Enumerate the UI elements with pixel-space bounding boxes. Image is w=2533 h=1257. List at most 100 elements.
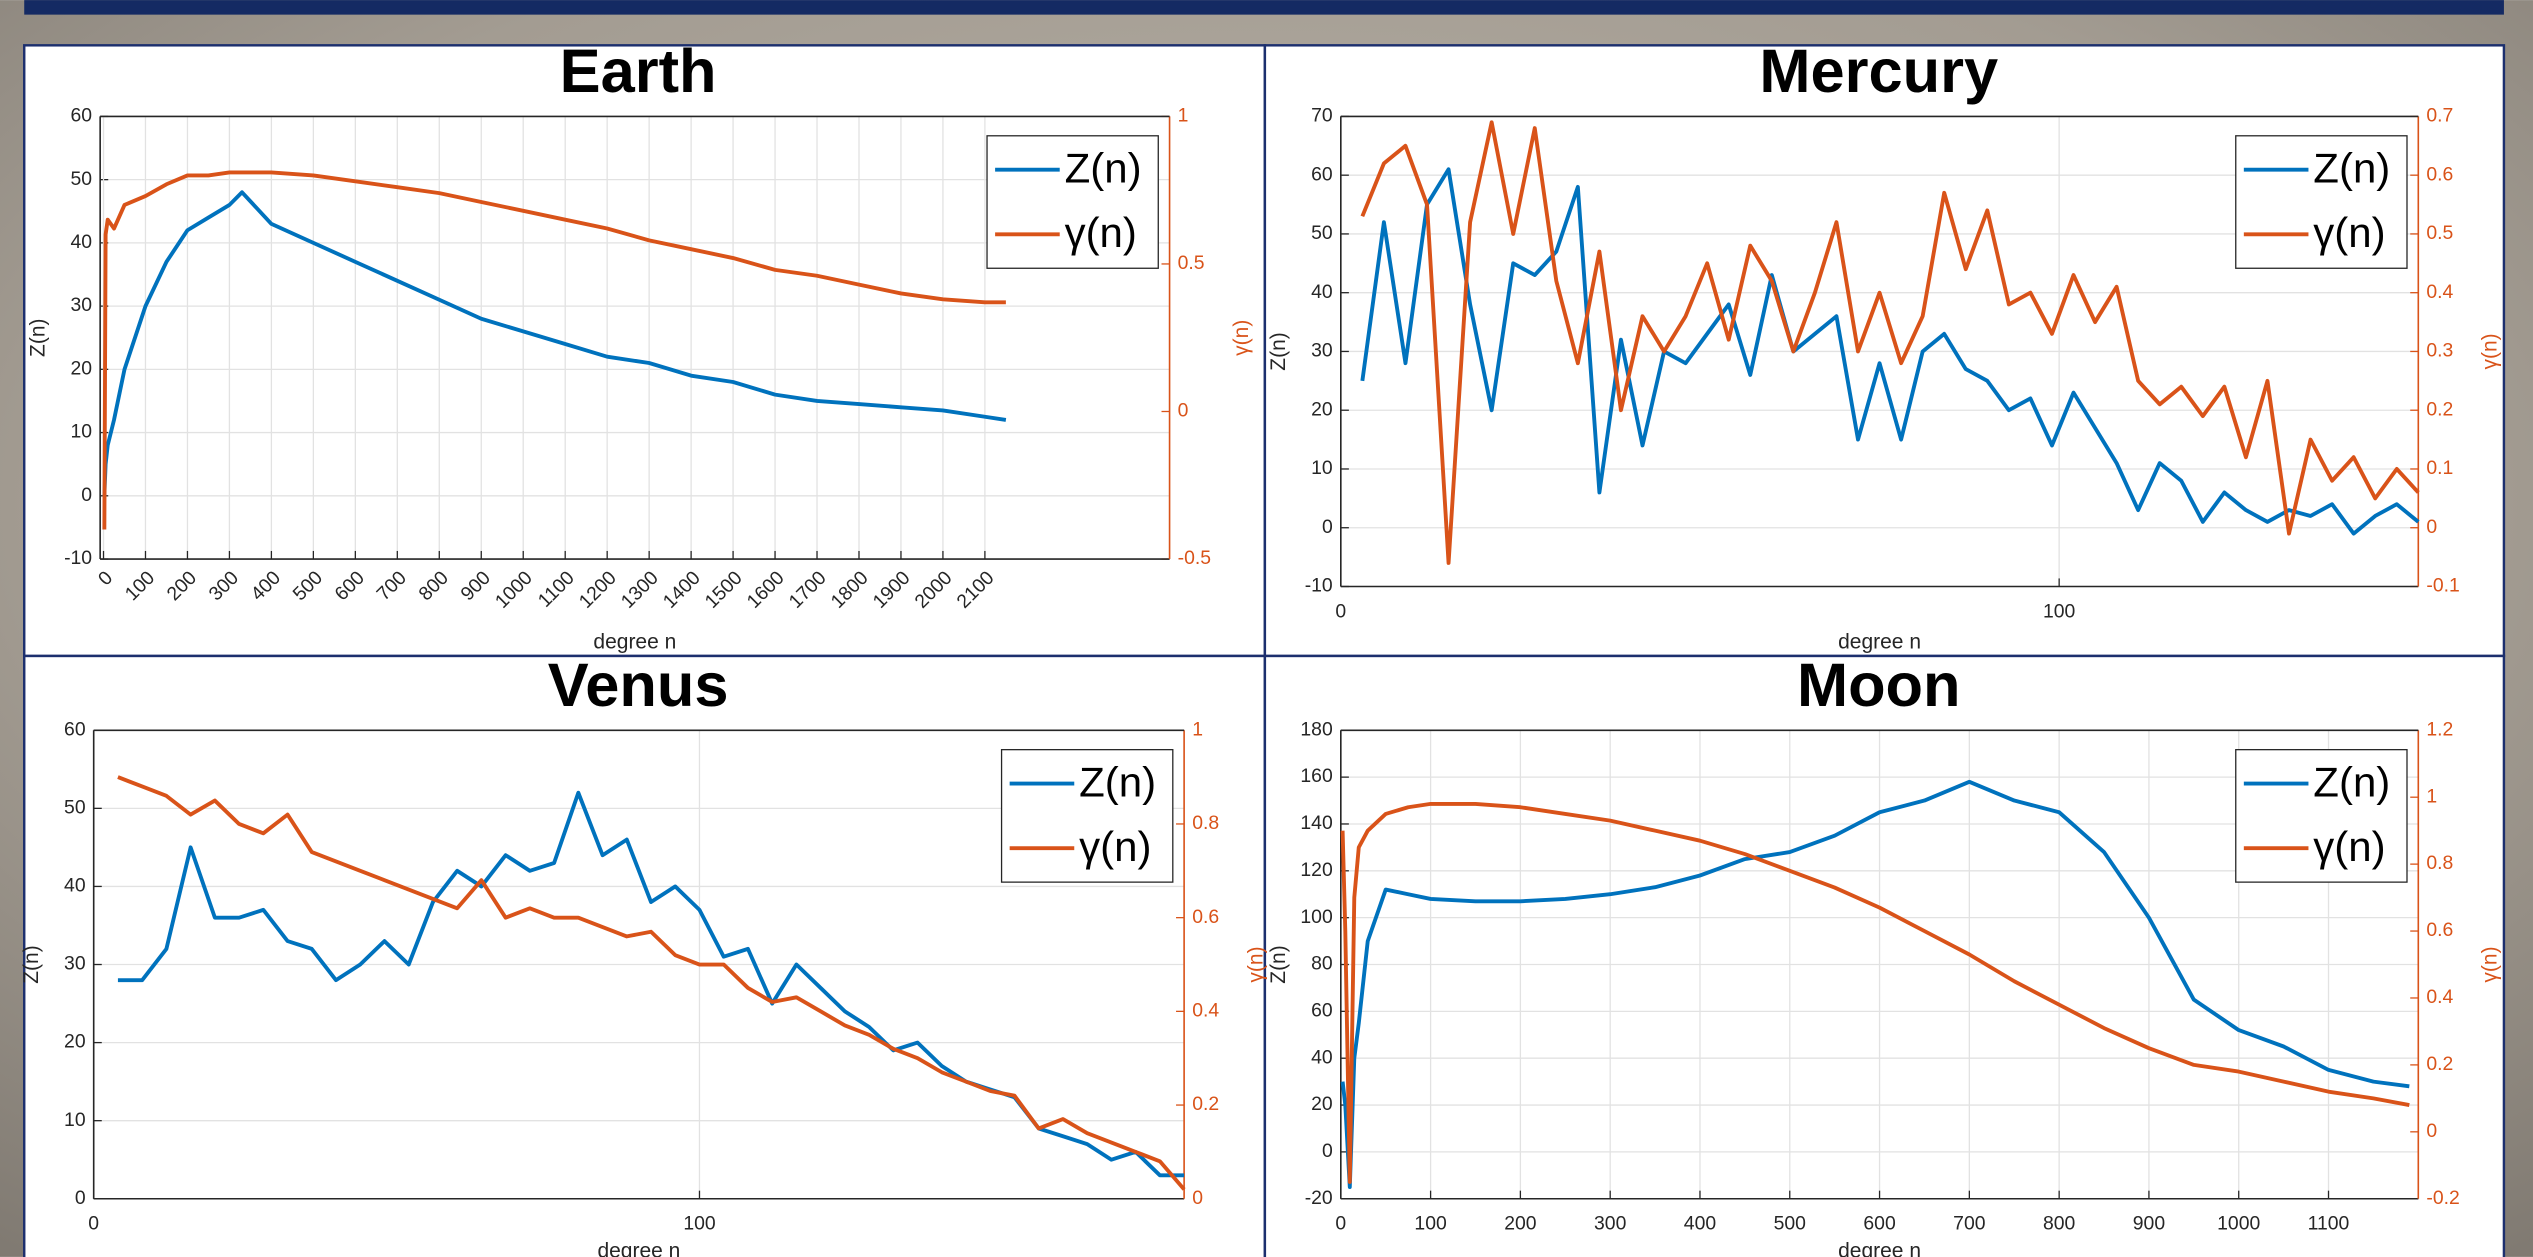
y2-tick-label: 0 [1192, 1187, 1203, 1209]
data-line [1340, 779, 2410, 1189]
y-tick-label: 0 [75, 1187, 86, 1209]
y2-tick-label: 1 [1192, 718, 1203, 740]
legend-label: Z(n) [2313, 144, 2390, 191]
header-bar [24, 0, 2504, 15]
y2-tick-label: 0.6 [1192, 906, 1219, 928]
y-tick-label: 10 [64, 1109, 86, 1131]
y-tick-label: 10 [1311, 457, 1333, 479]
y-axis-label: Z(n) [20, 945, 43, 984]
y2-axis-label: γ(n) [2479, 946, 2502, 982]
y-tick-label: 0 [1322, 1140, 1333, 1162]
x-tick-label: 300 [1594, 1213, 1627, 1235]
y-tick-label: -10 [64, 547, 92, 569]
y2-tick-label: -0.1 [2426, 575, 2459, 597]
legend-label: γ(n) [1065, 209, 1137, 256]
y2-tick-label: 0 [1178, 400, 1189, 422]
legend-box [2235, 135, 2408, 269]
y-axis-label: Z(n) [1267, 945, 1290, 984]
y-tick-label: 60 [1311, 999, 1333, 1021]
x-axis-label: degree n [1838, 631, 1921, 654]
y2-tick-label: 0.8 [1192, 812, 1219, 834]
y-tick-label: 20 [71, 357, 93, 379]
x-tick-label: 1100 [2308, 1213, 2350, 1235]
y-tick-label: 40 [71, 231, 93, 253]
chart-title: Mercury [1759, 37, 1998, 106]
y2-tick-label: 0.4 [2426, 986, 2453, 1008]
x-axis-label: degree n [597, 1240, 680, 1257]
x-tick-label: 0 [1335, 600, 1346, 622]
chart-title: Venus [548, 651, 729, 720]
y2-tick-label: 1.2 [2426, 718, 2453, 740]
x-tick-label: 1000 [2217, 1213, 2260, 1235]
y-tick-label: 20 [64, 1031, 86, 1053]
y-tick-label: 70 [1311, 105, 1333, 127]
legend-box [2235, 749, 2408, 883]
panel [1263, 654, 2506, 1257]
legend-label: γ(n) [2313, 823, 2385, 870]
y-tick-label: 10 [71, 421, 93, 443]
x-tick-label: 400 [1684, 1213, 1717, 1235]
y-tick-label: 0 [1322, 516, 1333, 538]
legend-box [1000, 749, 1174, 883]
y2-tick-label: -0.5 [1178, 547, 1211, 569]
y-tick-label: 40 [64, 875, 86, 897]
y2-tick-label: 0.5 [1178, 252, 1205, 274]
y2-tick-label: 0.5 [2426, 222, 2453, 244]
y2-tick-label: 0.6 [2426, 163, 2453, 185]
y-tick-label: 120 [1300, 859, 1333, 881]
y-tick-label: 30 [1311, 340, 1333, 362]
y2-tick-label: 0.2 [2426, 1053, 2453, 1075]
x-tick-label: 100 [2043, 600, 2076, 622]
y2-tick-label: 1 [1178, 105, 1189, 127]
legend-label: Z(n) [1065, 144, 1142, 191]
y-tick-label: 160 [1300, 765, 1333, 787]
y-tick-label: 20 [1311, 1093, 1333, 1115]
y-tick-label: 40 [1311, 281, 1333, 303]
y-tick-label: 50 [1311, 222, 1333, 244]
legend-box [986, 135, 1159, 269]
y2-tick-label: 0 [2426, 1120, 2437, 1142]
y2-tick-label: 0.8 [2426, 852, 2453, 874]
x-tick-label: 0 [1335, 1213, 1346, 1235]
y-tick-label: 30 [71, 294, 93, 316]
chart-title: Earth [560, 37, 717, 106]
x-tick-label: 500 [1774, 1213, 1807, 1235]
y-tick-label: 20 [1311, 398, 1333, 420]
data-line [1360, 120, 2420, 565]
data-line [117, 775, 1186, 1191]
y2-tick-label: 0.2 [2426, 398, 2453, 420]
panel [23, 654, 1267, 1257]
x-tick-label: 100 [1414, 1213, 1447, 1235]
y-tick-label: -20 [1305, 1187, 1333, 1209]
y2-tick-label: 0.1 [2426, 457, 2453, 479]
y2-tick-label: 0.4 [2426, 281, 2453, 303]
y2-tick-label: -0.2 [2426, 1187, 2459, 1209]
y2-tick-label: 0.2 [1192, 1093, 1219, 1115]
y2-tick-label: 0.3 [2426, 340, 2453, 362]
y-tick-label: 60 [1311, 163, 1333, 185]
legend-label: γ(n) [2313, 209, 2385, 256]
data-line [1340, 801, 2410, 1184]
x-tick-label: 700 [1953, 1213, 1986, 1235]
y-tick-label: 140 [1300, 812, 1333, 834]
y-tick-label: -10 [1305, 575, 1333, 597]
y-tick-label: 50 [71, 168, 93, 190]
x-axis-label: degree n [1838, 1240, 1921, 1257]
x-tick-label: 0 [88, 1213, 99, 1235]
y-tick-label: 50 [64, 796, 86, 818]
y2-tick-label: 0.6 [2426, 919, 2453, 941]
data-line [102, 170, 1006, 530]
x-axis-label: degree n [593, 631, 676, 654]
y2-tick-label: 0 [2426, 516, 2437, 538]
y-tick-label: 40 [1311, 1046, 1333, 1068]
x-tick-label: 600 [1863, 1213, 1896, 1235]
x-tick-label: 100 [683, 1213, 716, 1235]
data-line [102, 190, 1007, 496]
legend-label: Z(n) [1079, 758, 1156, 805]
legend-label: Z(n) [2313, 758, 2390, 805]
x-tick-label: 800 [2043, 1213, 2076, 1235]
y-tick-label: 80 [1311, 953, 1333, 975]
y2-axis-label: γ(n) [2479, 333, 2502, 369]
